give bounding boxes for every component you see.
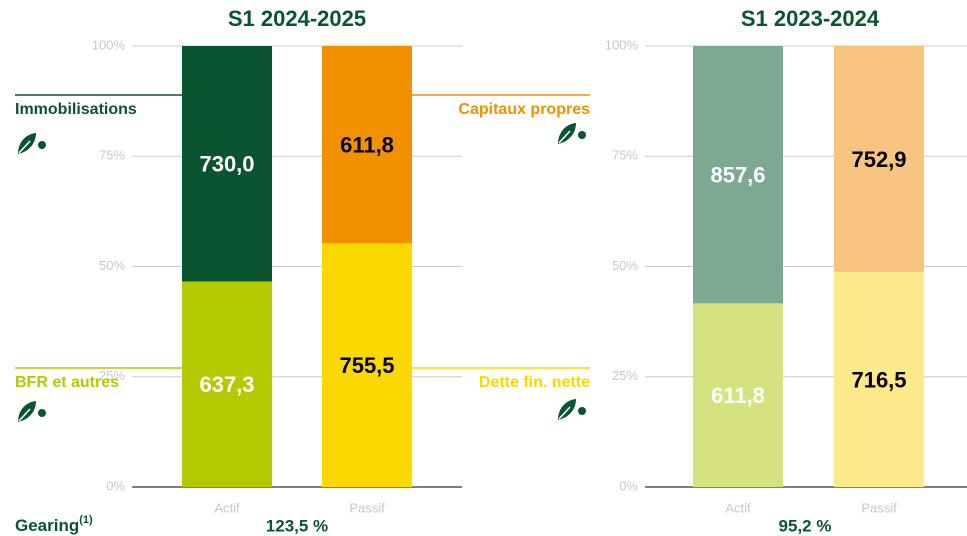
leaf-icon bbox=[18, 133, 46, 154]
legend-label: Capitaux propres bbox=[458, 101, 590, 118]
bar-segment bbox=[322, 243, 412, 487]
value-label: 755,5 bbox=[339, 353, 394, 378]
x-tick-label: Passif bbox=[349, 500, 385, 515]
legend-label: Immobilisations bbox=[15, 101, 137, 118]
bar-segment bbox=[182, 46, 272, 282]
leaf-icon bbox=[18, 401, 46, 422]
gearing-label: Gearing(1) bbox=[15, 514, 93, 536]
leaf-icon bbox=[558, 399, 586, 420]
x-tick-label: Actif bbox=[725, 500, 751, 515]
value-label: 611,8 bbox=[340, 132, 394, 157]
y-tick-label: 25% bbox=[612, 368, 638, 383]
bar-segment bbox=[322, 46, 412, 244]
value-label: 637,3 bbox=[199, 372, 254, 397]
x-tick-label: Actif bbox=[214, 500, 240, 515]
legend-label: BFR et autres bbox=[15, 374, 119, 391]
chart-title: S1 2024-2025 bbox=[228, 6, 366, 31]
y-tick-label: 0% bbox=[619, 478, 638, 493]
value-label: 730,0 bbox=[199, 152, 254, 177]
y-tick-label: 75% bbox=[99, 148, 125, 163]
bar-segment bbox=[834, 46, 924, 272]
bar-segment bbox=[834, 271, 924, 487]
y-tick-label: 100% bbox=[605, 37, 639, 52]
value-label: 857,6 bbox=[710, 163, 765, 188]
value-label: 752,9 bbox=[851, 147, 906, 172]
x-tick-label: Passif bbox=[861, 500, 897, 515]
legend-label: Dette fin. nette bbox=[479, 374, 590, 391]
gearing-value: 95,2 % bbox=[779, 516, 832, 535]
leaf-icon bbox=[558, 123, 586, 144]
y-tick-label: 50% bbox=[99, 258, 125, 273]
bar-segment bbox=[693, 46, 783, 304]
chart-title: S1 2023-2024 bbox=[741, 6, 880, 31]
gearing-note: (1) bbox=[79, 514, 93, 526]
bar-segment bbox=[182, 281, 272, 487]
y-tick-label: 25% bbox=[99, 368, 125, 383]
gearing-text: Gearing bbox=[15, 516, 79, 535]
y-tick-label: 0% bbox=[106, 478, 125, 493]
y-tick-label: 100% bbox=[92, 37, 126, 52]
gearing-value: 123,5 % bbox=[266, 516, 328, 535]
value-label: 611,8 bbox=[711, 383, 765, 408]
bar-segment bbox=[693, 303, 783, 487]
value-label: 716,5 bbox=[851, 367, 906, 392]
y-tick-label: 75% bbox=[612, 148, 638, 163]
y-tick-label: 50% bbox=[612, 258, 638, 273]
